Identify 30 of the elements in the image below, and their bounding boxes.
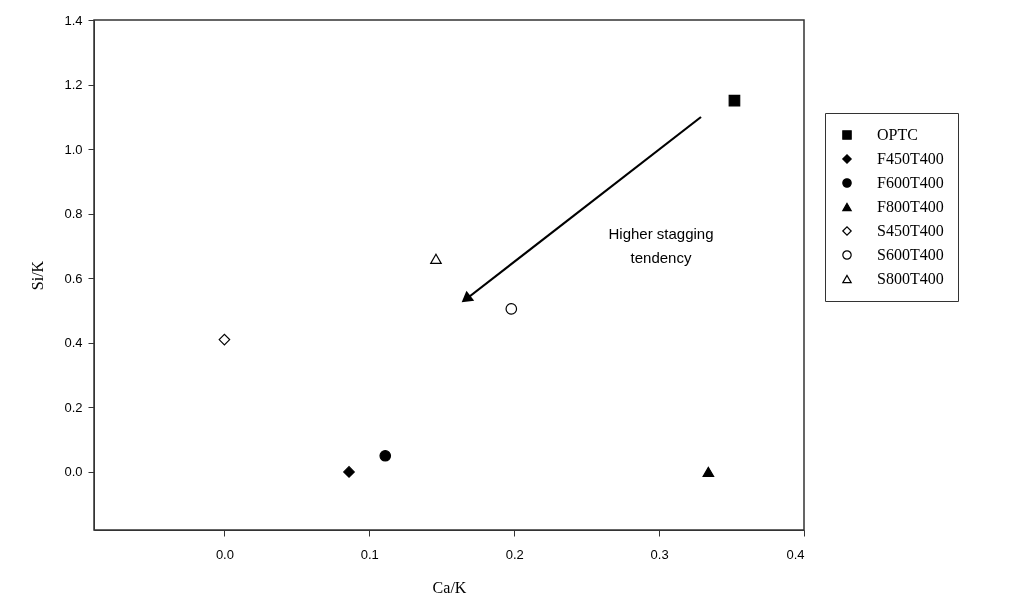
point [505,303,518,315]
y-tick-label: 0.0 [64,464,83,480]
y-tick-label: 1.4 [64,12,83,28]
point [379,449,392,462]
x-tick-label: 0.3 [650,546,669,562]
legend-label: S600T400 [877,246,944,263]
point [728,94,741,107]
x-tick-label: 0.2 [505,546,524,562]
y-tick-label: 1.0 [64,141,83,157]
y-tick-label: 0.4 [64,335,83,351]
annotation: Higher stagging tendency [608,225,714,266]
point [430,253,442,264]
x-tick-label: 0.0 [215,546,234,562]
point [218,333,231,346]
y-tick-label: 0.6 [64,270,83,286]
legend-label: F450T400 [877,150,944,167]
y-tick-label: 1.2 [64,77,83,93]
point [702,466,715,478]
x-tick-label: 0.4 [786,546,805,562]
x-tick-label: 0.1 [360,546,379,562]
legend-label: S800T400 [877,270,944,287]
legend-label: OPTC [877,126,918,143]
legend-label: F800T400 [877,198,944,215]
point [343,466,355,478]
x-axis-title: Ca/K [432,578,467,596]
legend-label: F600T400 [877,174,944,191]
y-axis-title: Si/K [29,260,47,291]
y-tick-label: 0.8 [64,206,83,222]
legend-label: S450T400 [877,222,944,239]
y-tick-label: 0.2 [64,399,83,415]
